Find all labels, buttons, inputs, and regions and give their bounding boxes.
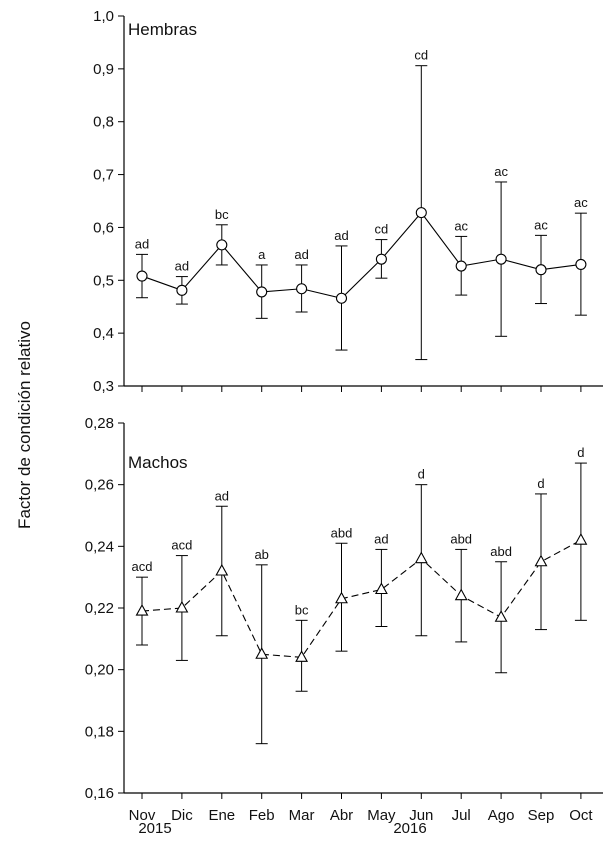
significance-label: ad xyxy=(135,236,149,251)
y-tick-label: 1,0 xyxy=(93,8,114,25)
x-tick-label: Jun xyxy=(409,807,433,824)
data-point xyxy=(175,600,189,613)
x-tick-label: Jul xyxy=(452,807,471,824)
y-tick-label: 0,22 xyxy=(85,600,114,617)
data-point xyxy=(494,610,508,622)
data-point xyxy=(176,284,188,296)
y-tick-label: 0,4 xyxy=(93,325,114,342)
data-point xyxy=(215,563,229,576)
significance-label: ac xyxy=(454,218,468,233)
data-point xyxy=(374,582,388,595)
significance-label: bc xyxy=(295,602,309,617)
data-point xyxy=(295,650,309,662)
significance-label: ad xyxy=(294,247,308,262)
data-point xyxy=(454,588,468,601)
y-tick-label: 0,6 xyxy=(93,219,114,236)
data-point xyxy=(375,253,387,265)
panel-title-hembras: Hembras xyxy=(128,20,197,39)
x-tick-label: Oct xyxy=(569,807,593,824)
data-point xyxy=(296,283,308,295)
data-point xyxy=(575,258,587,270)
y-tick-label: 0,3 xyxy=(93,378,114,395)
y-tick-label: 0,9 xyxy=(93,61,114,78)
panel-title-machos: Machos xyxy=(128,453,188,472)
y-tick-label: 0,28 xyxy=(85,415,114,432)
y-tick-label: 0,24 xyxy=(85,538,114,555)
data-point xyxy=(255,647,269,659)
data-point xyxy=(574,533,588,545)
y-tick-label: 0,16 xyxy=(85,785,114,802)
y-tick-label: 0,26 xyxy=(85,477,114,494)
y-axis-title: Factor de condición relativo xyxy=(15,321,34,529)
significance-label: d xyxy=(418,467,425,482)
significance-label: ad xyxy=(215,488,229,503)
x-tick-label: Ago xyxy=(488,807,515,824)
data-point xyxy=(495,253,507,265)
x-tick-label: Nov xyxy=(129,807,156,824)
x-tick-label: Abr xyxy=(330,807,353,824)
y-tick-label: 0,5 xyxy=(93,272,114,289)
data-point xyxy=(535,264,547,276)
year-label-2016: 2016 xyxy=(393,820,426,837)
significance-label: ac xyxy=(534,217,548,232)
significance-label: abd xyxy=(331,525,353,540)
significance-label: ac xyxy=(574,195,588,210)
x-tick-label: Sep xyxy=(528,807,555,824)
significance-label: cd xyxy=(414,48,428,63)
significance-label: abd xyxy=(450,531,472,546)
data-point xyxy=(256,286,268,298)
significance-label: ab xyxy=(254,547,268,562)
data-point xyxy=(335,591,348,604)
y-tick-label: 0,18 xyxy=(85,723,114,740)
data-point xyxy=(135,603,149,616)
panel-machos: Machos 0,16 0,18 0,20 0,22 0,24 0,26 0,28 acd ac… xyxy=(85,415,603,802)
x-tick-label: Dic xyxy=(171,807,193,824)
data-point xyxy=(136,270,148,282)
y-tick-label: 0,7 xyxy=(93,167,114,184)
significance-label: acd xyxy=(171,538,192,553)
significance-label: abd xyxy=(490,544,512,559)
significance-label: ad xyxy=(334,228,348,243)
year-label-2015: 2015 xyxy=(138,820,171,837)
data-point xyxy=(414,551,428,564)
x-tick-label: Mar xyxy=(289,807,315,824)
y-tick-label: 0,20 xyxy=(85,662,114,679)
data-point xyxy=(216,239,228,251)
significance-label: d xyxy=(537,476,544,491)
data-point xyxy=(455,260,467,272)
data-point xyxy=(335,292,348,304)
significance-label: ac xyxy=(494,164,508,179)
x-tick-label: Feb xyxy=(249,807,275,824)
significance-label: ad xyxy=(374,531,388,546)
significance-label: bc xyxy=(215,207,229,222)
significance-label: a xyxy=(258,247,266,262)
series-line xyxy=(141,539,582,658)
significance-label: cd xyxy=(375,222,389,237)
data-point xyxy=(415,207,427,219)
x-tick-label: Ene xyxy=(208,807,235,824)
significance-label: ad xyxy=(175,259,189,274)
data-point xyxy=(534,554,548,567)
series-line xyxy=(141,211,581,299)
x-tick-label: May xyxy=(367,807,396,824)
y-tick-label: 0,8 xyxy=(93,114,114,131)
x-tick-labels: Nov Dic Ene Feb Mar Abr May Jun Jul Ago Sep Oct xyxy=(129,807,594,824)
panel-hembras: Hembras 0,3 0,4 0,5 0,6 0,7 0,8 0,9 1,0 ad ad bc a a… xyxy=(93,8,603,395)
significance-label: acd xyxy=(132,559,153,574)
significance-label: d xyxy=(577,445,584,460)
